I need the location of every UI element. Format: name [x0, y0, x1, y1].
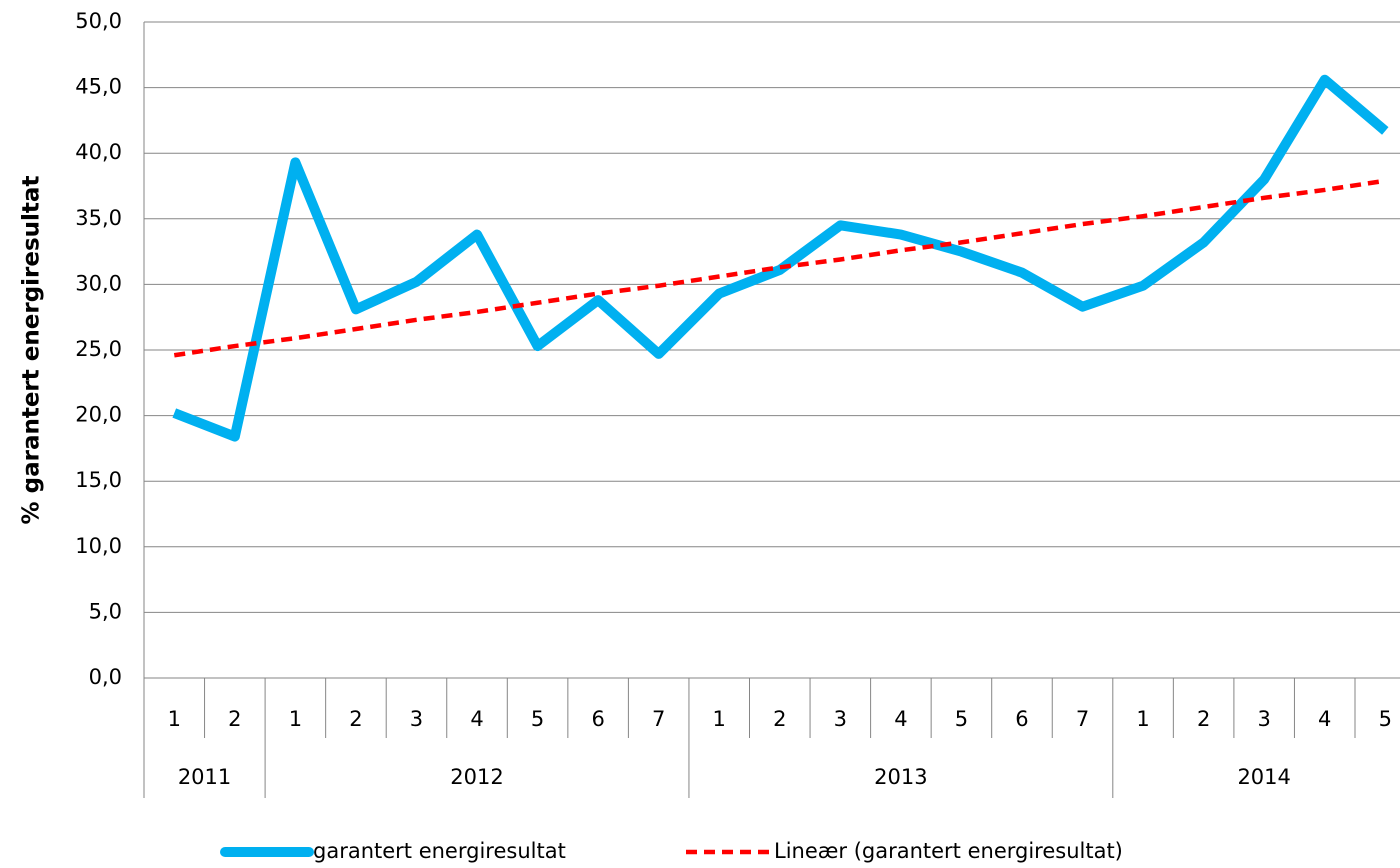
x-tick-label: 5 — [1379, 707, 1392, 731]
y-tick-label: 25,0 — [75, 337, 122, 361]
x-tick-label: 4 — [470, 707, 483, 731]
x-tick-label: 7 — [1076, 707, 1089, 731]
y-tick-label: 35,0 — [75, 206, 122, 230]
y-tick-label: 30,0 — [75, 271, 122, 295]
x-tick-label: 2 — [1197, 707, 1210, 731]
series-line — [172, 74, 1389, 442]
group-label: 2012 — [450, 765, 503, 789]
y-tick-label: 15,0 — [75, 468, 122, 492]
group-label: 2011 — [178, 765, 231, 789]
x-tick-label: 7 — [652, 707, 665, 731]
x-tick-label: 6 — [591, 707, 604, 731]
x-tick-label: 1 — [168, 707, 181, 731]
x-tick-label: 4 — [894, 707, 907, 731]
y-tick-label: 20,0 — [75, 403, 122, 427]
x-tick-label: 3 — [410, 707, 423, 731]
x-tick-label: 2 — [349, 707, 362, 731]
x-tick-label: 1 — [713, 707, 726, 731]
x-tick-label: 2 — [228, 707, 241, 731]
x-tick-label: 3 — [834, 707, 847, 731]
y-tick-label: 50,0 — [75, 9, 122, 33]
legend-label: Lineær (garantert energiresultat) — [774, 839, 1123, 863]
x-tick-label: 2 — [773, 707, 786, 731]
x-tick-label: 5 — [531, 707, 544, 731]
x-tick-label: 1 — [289, 707, 302, 731]
x-tick-label: 5 — [955, 707, 968, 731]
group-label: 2013 — [874, 765, 927, 789]
y-tick-label: 45,0 — [75, 75, 122, 99]
y-tick-label: 10,0 — [75, 534, 122, 558]
x-tick-label: 3 — [1257, 707, 1270, 731]
series-line — [173, 178, 1386, 358]
y-tick-label: 5,0 — [89, 599, 122, 623]
y-tick-label: 40,0 — [75, 140, 122, 164]
y-tick-label: 0,0 — [89, 665, 122, 689]
group-label: 2014 — [1237, 765, 1290, 789]
y-axis-title: % garantert energiresultat — [19, 176, 45, 525]
x-tick-label: 4 — [1318, 707, 1331, 731]
legend-label: garantert energiresultat — [313, 839, 566, 863]
x-tick-label: 6 — [1015, 707, 1028, 731]
x-tick-label: 1 — [1136, 707, 1149, 731]
